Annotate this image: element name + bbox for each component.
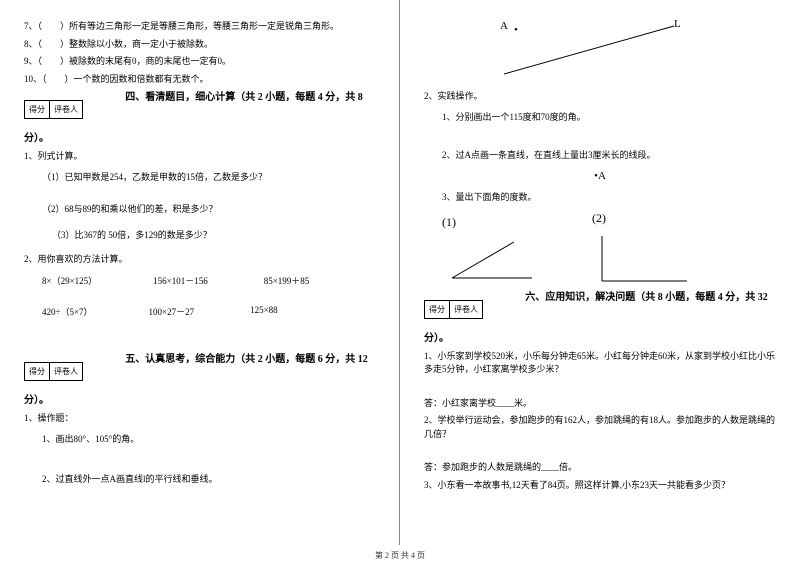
score-box: 得分 评卷人 bbox=[24, 100, 83, 119]
question-8: 8、（ ）整数除以小数，商一定小于被除数。 bbox=[24, 38, 375, 52]
s5-q1a: 1、画出80°、105°的角。 bbox=[42, 432, 375, 446]
calc-row-2: 420÷（5×7） 100×27－27 125×88 bbox=[42, 305, 375, 318]
calc-b1: 420÷（5×7） bbox=[42, 305, 93, 318]
practice-heading: 2、实践操作。 bbox=[424, 90, 776, 104]
s5-q1: 1、操作题： bbox=[24, 412, 375, 426]
s6-q3: 3、小东看一本故事书,12天看了84页。照这样计算,小东23天一共能看多少页？ bbox=[424, 479, 776, 493]
calc-a2: 156×101－156 bbox=[153, 274, 208, 287]
s4-q1c: （3）比367的 50倍，多129的数是多少？ bbox=[52, 228, 375, 242]
practice-b: 2、过A点画一条直线，在直线上量出3厘米长的线段。 bbox=[442, 148, 776, 162]
practice-c: 3、量出下面角的度数。 bbox=[442, 190, 776, 204]
angle-1-svg bbox=[442, 230, 542, 286]
angle-1-wrap: (1) bbox=[442, 215, 542, 286]
calc-a3: 85×199＋85 bbox=[264, 274, 310, 287]
score-label: 得分 bbox=[425, 301, 450, 318]
question-9: 9、（ ）被除数的末尾有0，商的末尾也一定有0。 bbox=[24, 55, 375, 69]
score-label: 得分 bbox=[25, 363, 50, 380]
point-A-dot: • bbox=[514, 24, 518, 36]
s4-q1: 1、列式计算。 bbox=[24, 150, 375, 164]
angle-diagrams: (1) (2) bbox=[442, 211, 776, 286]
s4-q1a: （1）已知甲数是254，乙数是甲数的15倍，乙数是多少？ bbox=[42, 170, 375, 184]
s6-q2-ans: 答：参加跑步的人数是跳绳的____倍。 bbox=[424, 461, 776, 475]
grader-label: 评卷人 bbox=[450, 301, 482, 318]
diagram-line-AL: A • L bbox=[464, 16, 776, 86]
angle-1-label: (1) bbox=[442, 215, 456, 229]
s6-q1: 1、小乐家到学校520米，小乐每分钟走65米。小红每分钟走60米，从家到学校小红… bbox=[424, 350, 776, 377]
angle-2-label: (2) bbox=[592, 211, 606, 225]
score-box: 得分 评卷人 bbox=[24, 362, 83, 381]
grader-label: 评卷人 bbox=[50, 363, 82, 380]
page-footer: 第 2 页 共 4 页 bbox=[0, 550, 800, 561]
section-6-points: 分）。 bbox=[424, 329, 776, 344]
s6-q1-ans: 答：小红家离学校____米。 bbox=[424, 397, 776, 411]
angle-2-wrap: (2) bbox=[592, 211, 692, 286]
right-column: A • L 2、实践操作。 1、分别画出一个115度和70度的角。 2、过A点画… bbox=[400, 0, 800, 545]
section-6-title: 六、应用知识，解决问题（共 8 小题，每题 4 分，共 32 bbox=[525, 290, 768, 306]
left-column: 7、（ ）所有等边三角形一定是等腰三角形，等腰三角形一定是锐角三角形。 8、（ … bbox=[0, 0, 400, 545]
calc-b3: 125×88 bbox=[250, 305, 278, 318]
calc-b2: 100×27－27 bbox=[149, 305, 195, 318]
calc-row-1: 8×（29×125） 156×101－156 85×199＋85 bbox=[42, 274, 375, 287]
score-label: 得分 bbox=[25, 101, 50, 118]
point-L-label: L bbox=[674, 18, 681, 30]
s4-q2: 2、用你喜欢的方法计算。 bbox=[24, 253, 375, 267]
s4-q1b: （2）68与89的和乘以他们的差，积是多少？ bbox=[42, 202, 375, 216]
s5-q1b: 2、过直线外一点A画直线l的平行线和垂线。 bbox=[42, 472, 375, 486]
practice-a: 1、分别画出一个115度和70度的角。 bbox=[442, 110, 776, 124]
question-10: 10、（ ）一个数的因数和倍数都有无数个。 bbox=[24, 73, 375, 87]
section-4-title: 四、看清题目，细心计算（共 2 小题，每题 4 分，共 8 bbox=[125, 90, 363, 106]
grader-label: 评卷人 bbox=[50, 101, 82, 118]
line-svg bbox=[464, 16, 694, 81]
section-4-points: 分）。 bbox=[24, 129, 375, 144]
calc-a1: 8×（29×125） bbox=[42, 274, 97, 287]
angle-2-svg bbox=[592, 226, 692, 286]
score-box: 得分 评卷人 bbox=[424, 300, 483, 319]
section-5-points: 分）。 bbox=[24, 391, 375, 406]
point-A2: •A bbox=[424, 170, 776, 182]
s6-q2: 2、学校举行运动会，参加跑步的有162人，参加跳绳的有18人。参加跑步的人数是跳… bbox=[424, 414, 776, 441]
point-A-label: A bbox=[500, 20, 508, 32]
section-5-title: 五、认真思考，综合能力（共 2 小题，每题 6 分，共 12 bbox=[125, 352, 368, 368]
question-7: 7、（ ）所有等边三角形一定是等腰三角形，等腰三角形一定是锐角三角形。 bbox=[24, 20, 375, 34]
